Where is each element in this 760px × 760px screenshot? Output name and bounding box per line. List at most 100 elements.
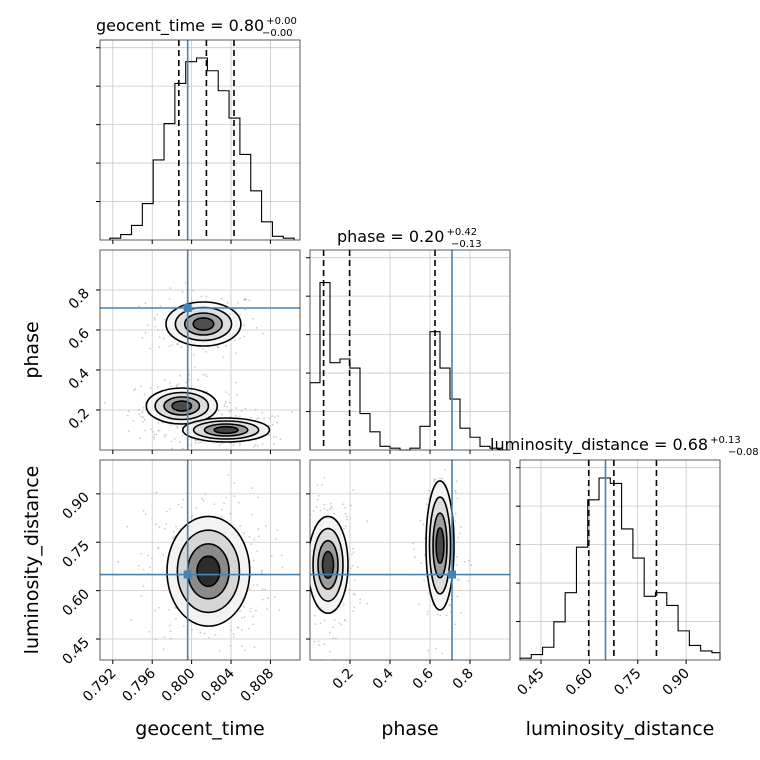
sample-point <box>256 417 259 420</box>
y-axis-label-phase: phase <box>21 321 43 378</box>
sample-point <box>344 525 347 528</box>
sample-point <box>179 374 182 377</box>
svg-text:−0.00: −0.00 <box>262 28 293 39</box>
sample-point <box>200 441 203 444</box>
contour-line <box>213 425 239 435</box>
sample-point <box>319 622 322 624</box>
sample-point <box>456 578 459 581</box>
sample-point <box>298 549 300 551</box>
sample-point <box>344 506 347 509</box>
x-tick-label: 0.792 <box>80 666 120 706</box>
sample-point <box>176 343 179 346</box>
sample-point <box>170 424 173 427</box>
sample-point <box>208 636 210 639</box>
sample-point <box>126 525 129 528</box>
sample-point <box>204 493 207 496</box>
sample-point <box>328 422 330 424</box>
sample-point <box>225 344 228 347</box>
sample-point <box>88 390 90 392</box>
sample-point <box>235 381 238 384</box>
sample-point <box>240 645 243 648</box>
sample-point <box>222 356 225 359</box>
sample-point <box>168 381 171 384</box>
y-tick-label: 0.8 <box>66 286 93 313</box>
contour-line <box>435 526 445 565</box>
sample-point <box>261 569 264 571</box>
panel-content <box>100 460 300 664</box>
sample-point <box>181 291 184 293</box>
sample-point <box>230 629 233 632</box>
sample-point <box>297 518 299 520</box>
sample-point <box>199 631 202 634</box>
sample-point <box>202 373 205 376</box>
sample-point <box>426 613 429 616</box>
y-axis-label-luminosity-distance: luminosity_distance <box>21 466 43 655</box>
sample-point <box>163 527 166 530</box>
histogram-step <box>519 477 721 660</box>
panel-content <box>297 420 510 680</box>
sample-point <box>428 436 430 438</box>
sample-point <box>225 391 227 394</box>
sample-point <box>183 625 185 627</box>
sample-point <box>306 488 308 490</box>
sample-point <box>158 336 161 338</box>
sample-point <box>307 617 309 619</box>
sample-point <box>154 325 157 328</box>
x-tick-label: 0.8 <box>450 666 477 693</box>
sample-point <box>250 416 253 419</box>
sample-point <box>271 415 273 418</box>
sample-point <box>436 613 439 616</box>
sample-point <box>232 444 235 446</box>
sample-point <box>255 609 257 612</box>
sample-point <box>162 337 165 340</box>
sample-point <box>308 565 310 567</box>
sample-point <box>351 553 353 556</box>
density-level <box>322 551 334 579</box>
x-tick-label: 0.804 <box>198 665 238 705</box>
sample-point <box>244 308 247 311</box>
sample-point <box>276 421 279 424</box>
sample-point <box>366 602 369 605</box>
contour-line <box>176 529 241 614</box>
sample-point <box>203 632 206 635</box>
sample-point <box>153 437 155 440</box>
sample-point <box>267 597 270 600</box>
sample-point <box>153 451 155 453</box>
sample-point <box>181 447 184 450</box>
sample-point <box>143 418 146 421</box>
sample-point <box>144 331 147 334</box>
sample-point <box>454 512 457 515</box>
contour-line <box>145 387 219 425</box>
sample-point <box>193 662 195 664</box>
sample-point <box>163 379 166 381</box>
sample-point <box>153 318 156 321</box>
title-geocent-time: geocent_time = 0.80 +0.00 −0.00 <box>96 16 297 39</box>
sample-point <box>162 553 165 556</box>
sample-point <box>141 421 144 424</box>
panel-frame <box>309 459 511 661</box>
sample-point <box>420 562 423 565</box>
sample-point <box>220 515 223 518</box>
panel-frame <box>99 459 301 661</box>
sample-point <box>182 498 185 501</box>
sample-point <box>439 614 442 617</box>
sample-point <box>142 584 145 587</box>
sample-point <box>442 420 444 422</box>
sample-point <box>433 480 435 483</box>
sample-point <box>141 337 144 339</box>
sample-point <box>206 375 208 378</box>
sample-point <box>456 497 459 500</box>
sample-point <box>156 386 159 389</box>
sample-point <box>166 510 168 513</box>
sample-point <box>152 430 155 433</box>
sample-point <box>154 609 157 612</box>
sample-point <box>257 535 260 538</box>
sample-point <box>320 678 322 680</box>
sample-point <box>184 281 187 284</box>
sample-point <box>308 670 310 672</box>
density-level <box>172 401 192 411</box>
sample-point <box>352 593 355 595</box>
sample-point <box>366 520 369 523</box>
panel-content <box>88 250 330 453</box>
title-phase: phase = 0.20 +0.42 −0.13 <box>337 227 482 250</box>
